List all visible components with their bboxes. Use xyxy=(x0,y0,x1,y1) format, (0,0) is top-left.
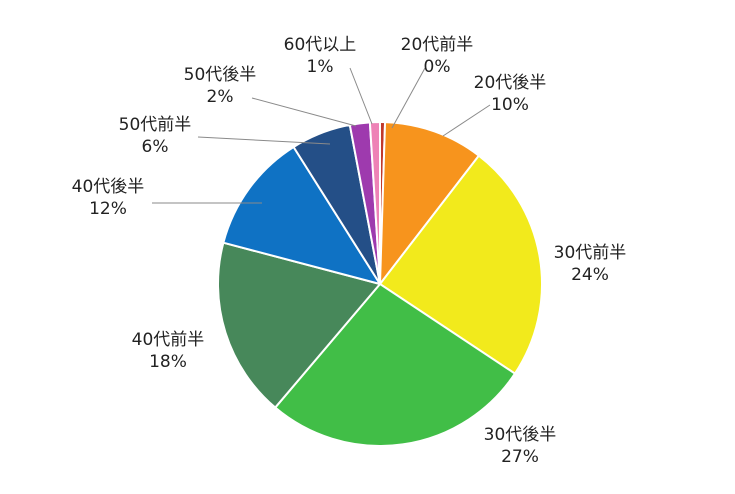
slice-percent-label: 6% xyxy=(142,137,169,157)
slice-percent-label: 27% xyxy=(501,447,539,467)
slice-category-label: 60代以上 xyxy=(284,35,357,55)
slice-category-label: 20代前半 xyxy=(401,35,474,55)
leader-line xyxy=(391,67,426,129)
pie-slices xyxy=(217,120,543,447)
leader-line xyxy=(251,97,357,127)
leader-line xyxy=(197,136,331,145)
leader-line xyxy=(349,67,373,125)
pie-slice xyxy=(378,121,481,288)
slice-category-label: 40代前半 xyxy=(132,330,205,350)
slice-category-label: 20代後半 xyxy=(474,73,547,93)
pie-slice xyxy=(378,154,543,375)
slice-percent-label: 1% xyxy=(307,57,334,77)
pie-slice xyxy=(217,241,382,409)
slice-percent-label: 12% xyxy=(89,199,127,219)
slice-category-label: 50代後半 xyxy=(184,65,257,85)
leader-line xyxy=(442,104,491,137)
pie-slice xyxy=(222,145,383,286)
pie-slice xyxy=(368,120,381,285)
slice-category-label: 30代後半 xyxy=(484,425,557,445)
slice-percent-label: 10% xyxy=(491,95,529,115)
slice-percent-label: 24% xyxy=(571,265,609,285)
slice-percent-label: 0% xyxy=(424,57,451,77)
leader-lines xyxy=(152,67,491,204)
slice-category-label: 30代前半 xyxy=(554,243,627,263)
pie-slice xyxy=(273,282,517,447)
slice-percent-label: 18% xyxy=(149,352,187,372)
slice-category-label: 50代前半 xyxy=(119,115,192,135)
slice-percent-label: 2% xyxy=(207,87,234,107)
slice-category-label: 40代後半 xyxy=(72,177,145,197)
